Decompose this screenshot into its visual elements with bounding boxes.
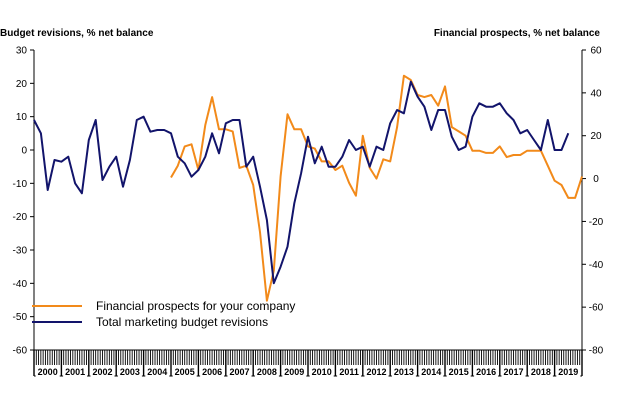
year-label-bg <box>90 367 115 377</box>
legend: Financial prospects for your company Tot… <box>32 298 295 330</box>
left-tick-label: -10 <box>13 179 28 190</box>
year-label-bg <box>117 367 142 377</box>
year-label: 2011 <box>339 367 359 377</box>
year-label-bg <box>528 367 553 377</box>
year-label-bg <box>391 367 416 377</box>
year-label: 2019 <box>558 367 578 377</box>
year-label-bg <box>364 367 389 377</box>
series-lines <box>33 74 583 302</box>
right-tick-label: 0 <box>593 174 599 185</box>
year-label-bg <box>200 367 225 377</box>
year-label: 2010 <box>312 367 332 377</box>
year-label-bg <box>419 367 444 377</box>
year-label-bg <box>474 367 499 377</box>
legend-swatch-financial-prospects <box>32 305 82 307</box>
series-line-budget-revisions <box>33 80 570 285</box>
legend-swatch-budget-revisions <box>32 321 82 323</box>
right-axis-title: Financial prospects, % net balance <box>433 28 600 39</box>
year-label: 2004 <box>147 367 167 377</box>
year-label: 2017 <box>503 367 523 377</box>
year-label: 2018 <box>531 367 551 377</box>
year-label: 2003 <box>120 367 140 377</box>
left-tick-label: -50 <box>13 312 28 323</box>
year-label-bg <box>446 367 471 377</box>
left-tick-label: 10 <box>16 112 28 123</box>
year-label: 2000 <box>38 367 58 377</box>
right-tick-label: -60 <box>589 303 604 314</box>
right-tick-label: -80 <box>589 346 604 357</box>
year-label-bg <box>556 367 581 377</box>
year-label: 2006 <box>202 367 222 377</box>
right-tick-label: -40 <box>589 260 604 271</box>
year-label-bg <box>337 367 362 377</box>
year-label: 2005 <box>175 367 195 377</box>
legend-item-budget-revisions: Total marketing budget revisions <box>32 314 295 330</box>
left-axis-title: Budget revisions, % net balance <box>0 28 154 39</box>
year-label-bg <box>282 367 307 377</box>
left-tick-label: 30 <box>16 46 28 57</box>
left-tick-label: -40 <box>13 279 28 290</box>
right-tick-label: 60 <box>590 46 602 57</box>
year-label: 2001 <box>65 367 85 377</box>
left-tick-label: 0 <box>21 146 27 157</box>
left-tick-label: -60 <box>13 346 28 357</box>
year-label: 2002 <box>92 367 112 377</box>
legend-item-financial-prospects: Financial prospects for your company <box>32 298 295 314</box>
year-label: 2012 <box>366 367 386 377</box>
year-label: 2015 <box>449 367 469 377</box>
left-tick-label: -30 <box>13 246 28 257</box>
right-tick-label: -20 <box>589 217 604 228</box>
year-label-bg <box>309 367 334 377</box>
series-line-financial-prospects <box>170 74 583 302</box>
year-label: 2009 <box>284 367 304 377</box>
year-label: 2013 <box>394 367 414 377</box>
right-tick-label: 40 <box>590 88 602 99</box>
year-label-bg <box>172 367 197 377</box>
right-tick-label: 20 <box>590 131 602 142</box>
year-label: 2014 <box>421 367 441 377</box>
year-label: 2007 <box>229 367 249 377</box>
year-label: 2008 <box>257 367 277 377</box>
year-label-bg <box>145 367 170 377</box>
year-label-bg <box>501 367 526 377</box>
axes: 3020100-10-20-30-40-50-606040200-20-40-6… <box>13 46 604 377</box>
legend-label-financial-prospects: Financial prospects for your company <box>96 299 296 313</box>
year-label-bg <box>227 367 252 377</box>
year-label-bg <box>35 367 60 377</box>
legend-label-budget-revisions: Total marketing budget revisions <box>96 315 269 329</box>
left-tick-label: 20 <box>16 79 28 90</box>
year-label: 2016 <box>476 367 496 377</box>
year-label-bg <box>254 367 279 377</box>
year-label-bg <box>63 367 88 377</box>
left-tick-label: -20 <box>13 212 28 223</box>
